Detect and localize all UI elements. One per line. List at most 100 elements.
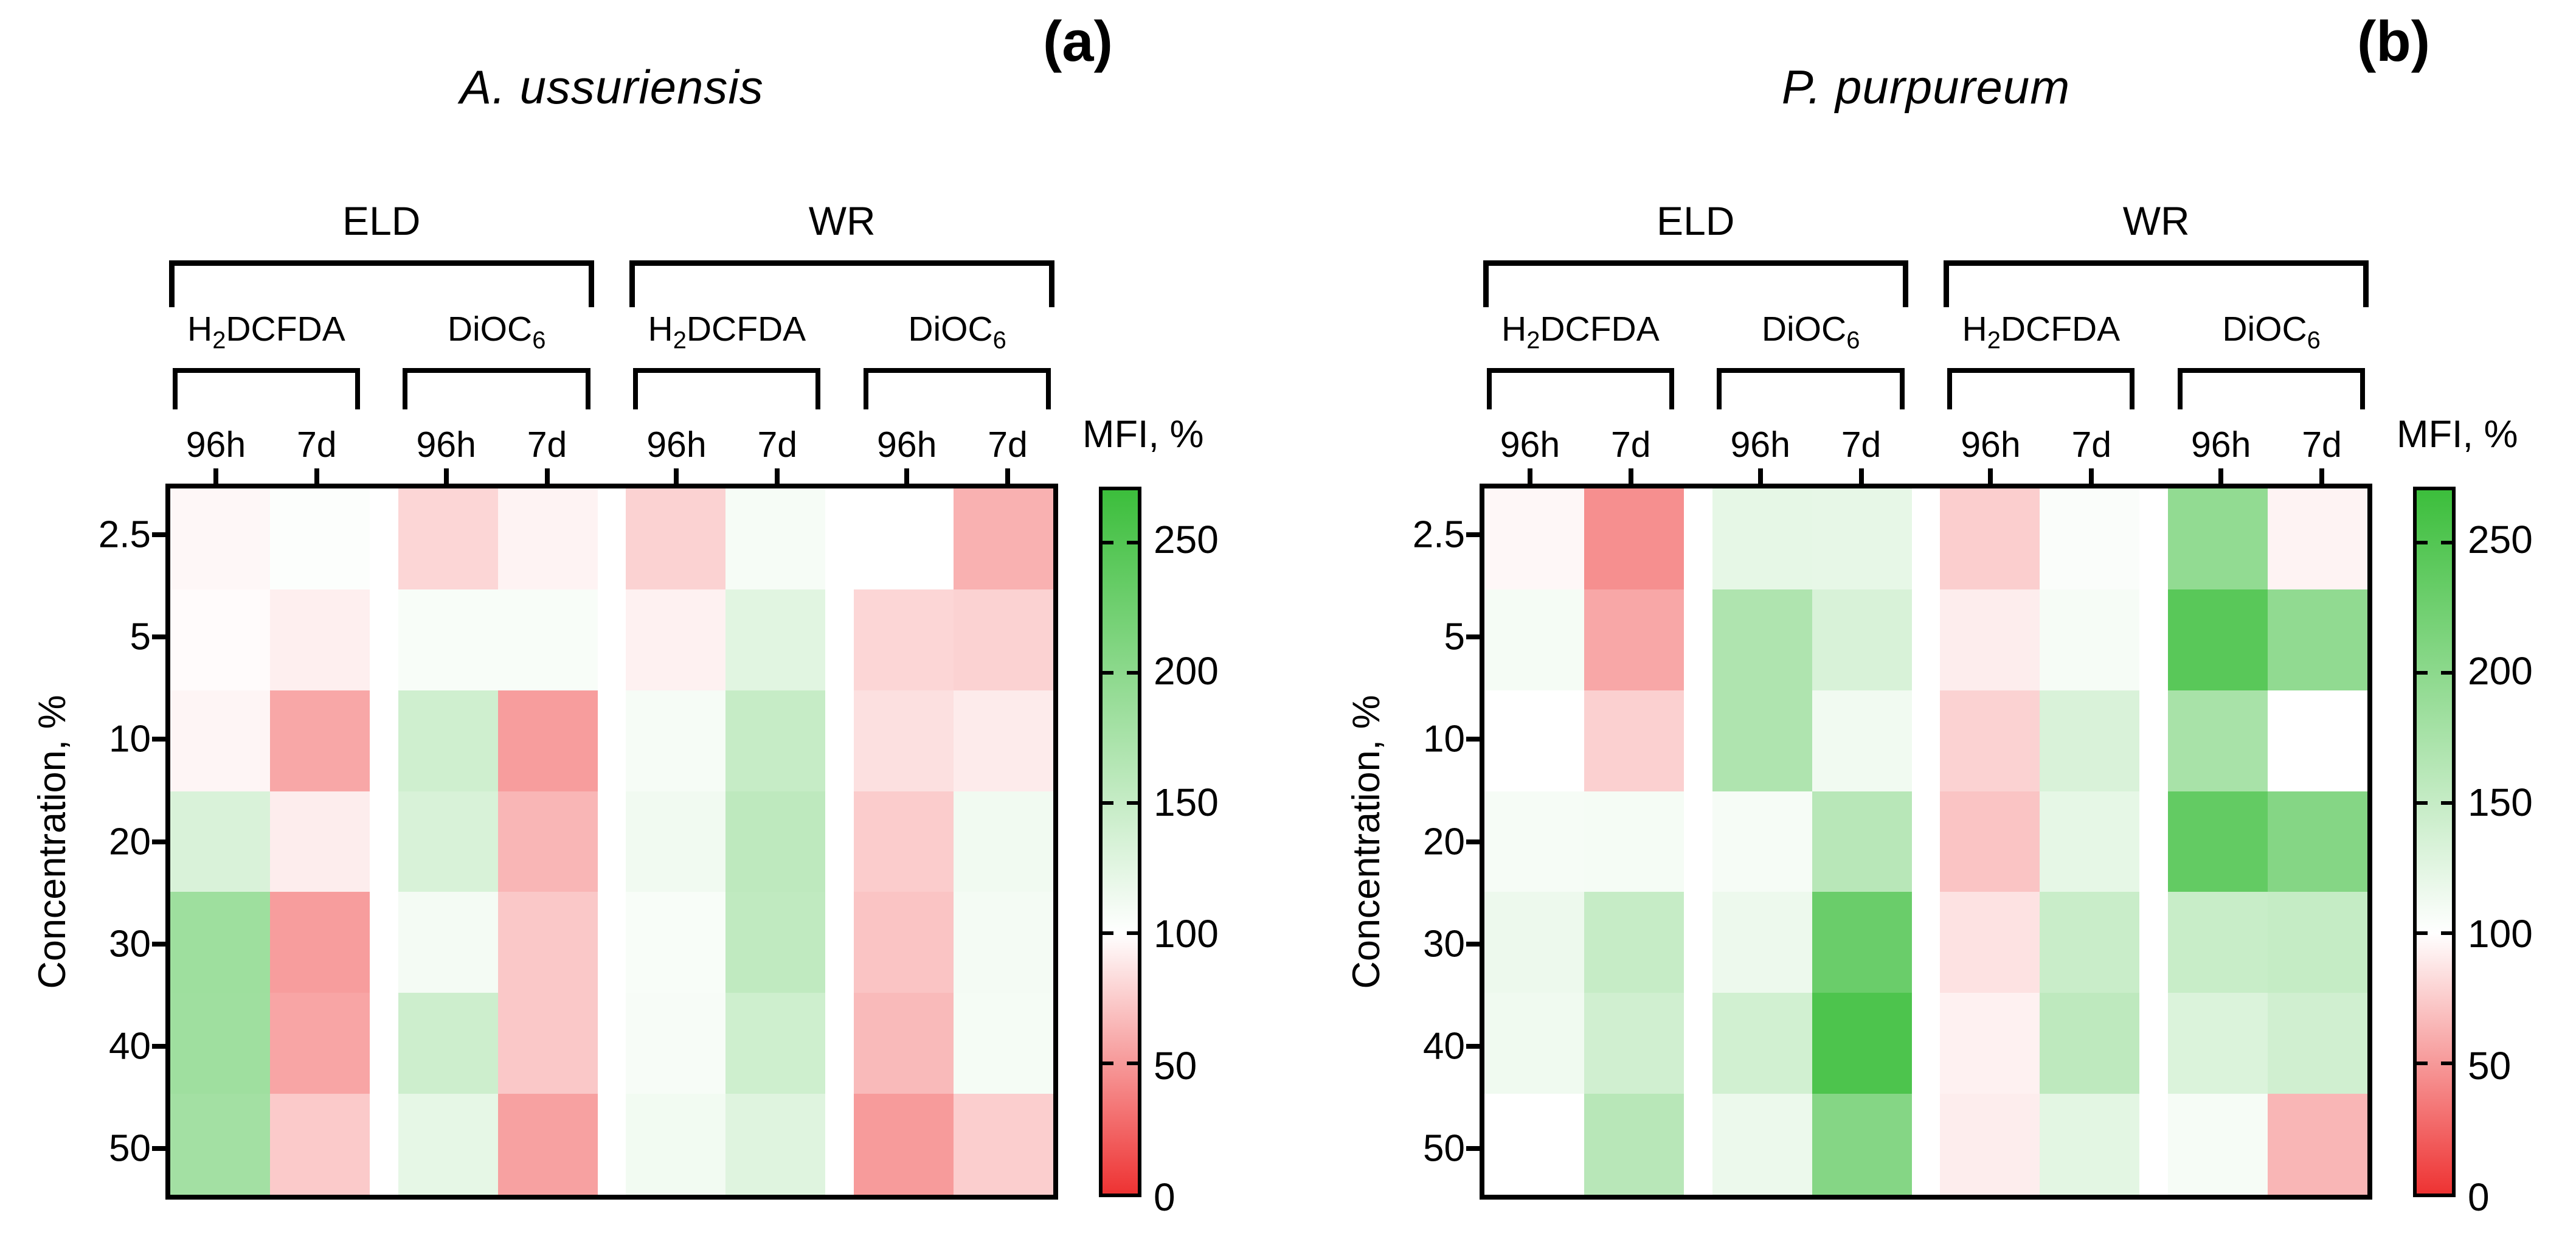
time-row: 96h 7d 96h 7d 96h 7d 96h 7d xyxy=(165,424,1058,468)
colorbar-title: MFI, % xyxy=(2397,413,2518,456)
panel-letter: (b) xyxy=(2357,9,2431,73)
heatmap-cell xyxy=(497,488,598,589)
y-tick xyxy=(1466,532,1480,538)
marker-label-h2dcfda: H2DCFDA xyxy=(1480,309,1681,352)
colorbar-tick-label: 150 xyxy=(1154,780,1219,825)
heatmap-cell xyxy=(2267,690,2367,791)
y-tick xyxy=(152,532,165,538)
marker-label-h2dcfda: H2DCFDA xyxy=(1940,309,2142,352)
colorbar-title: MFI, % xyxy=(1082,413,1204,456)
heatmap-cell xyxy=(1712,1094,1812,1195)
x-tick xyxy=(1858,468,1864,484)
time-label: 96h xyxy=(1500,425,1560,465)
heatmap-cell xyxy=(2167,993,2268,1094)
heatmap-cell xyxy=(1812,1094,1912,1195)
heatmap-cell xyxy=(2267,1094,2367,1195)
marker-text: DCFDA xyxy=(686,310,806,349)
heatmap-cell xyxy=(1940,1094,2040,1195)
time-label: 7d xyxy=(1610,425,1651,465)
colorbar-tick-label: 50 xyxy=(1154,1043,1197,1088)
time-label: 96h xyxy=(1730,425,1790,465)
heatmap-cell xyxy=(2167,488,2268,589)
heatmap-cell xyxy=(725,488,826,589)
heatmap-cell xyxy=(270,488,370,589)
colorbar-tick xyxy=(2417,931,2428,935)
x-tick xyxy=(2089,468,2094,484)
y-tick xyxy=(1466,1145,1480,1151)
colorbar-tick xyxy=(1127,670,1138,675)
heatmap-cell xyxy=(626,488,726,589)
colorbar-tick xyxy=(2441,931,2452,935)
heatmap-cell xyxy=(1940,690,2040,791)
heatmap-cell xyxy=(398,892,498,993)
heatmap-cell xyxy=(1812,589,1912,690)
time-pair-bracket xyxy=(1947,368,2135,409)
time-label: 7d xyxy=(2302,425,2342,465)
colorbar-tick xyxy=(1103,931,1113,935)
heatmap-cell xyxy=(1584,993,1684,1094)
marker-subscript: 2 xyxy=(673,327,687,354)
marker-text: DCFDA xyxy=(226,310,345,349)
heatmap-cell xyxy=(1812,993,1912,1094)
y-axis-title: Concentration, % xyxy=(1345,695,1388,989)
colorbar-tick xyxy=(1103,540,1113,544)
x-tick xyxy=(775,468,780,484)
heatmap-cell xyxy=(953,690,1053,791)
x-tick xyxy=(1757,468,1763,484)
heatmap-cell xyxy=(2040,690,2140,791)
heatmap-cell xyxy=(1712,892,1812,993)
x-tick xyxy=(1527,468,1532,484)
colorbar-tick xyxy=(2441,1061,2452,1065)
x-ticks xyxy=(1480,468,2372,484)
heatmap-cell xyxy=(398,1094,498,1195)
time-label: 7d xyxy=(527,425,567,465)
colorbar-tick xyxy=(1103,1061,1113,1065)
colorbar-tick xyxy=(1127,931,1138,935)
heatmap-cell xyxy=(725,589,826,690)
heatmap-cell xyxy=(1712,993,1812,1094)
y-tick xyxy=(1466,737,1480,742)
heatmap-cell xyxy=(1812,488,1912,589)
marker-label-dioc6: DiOC6 xyxy=(2170,309,2372,352)
heatmap-cell xyxy=(2267,993,2367,1094)
colorbar-tick-labels: 0 50 100 150 200 250 xyxy=(1154,487,1269,1219)
y-axis-title: Concentration, % xyxy=(31,695,74,989)
colorbar-tick-label: 200 xyxy=(1154,648,1219,693)
heatmap-cell xyxy=(725,993,826,1094)
marker-subscript: 6 xyxy=(1846,327,1860,354)
colorbar-tick xyxy=(2417,670,2428,675)
heatmap-cell xyxy=(2040,791,2140,892)
time-pair-bracket xyxy=(172,368,360,409)
heatmap-cell xyxy=(1584,892,1684,993)
heatmap-cell xyxy=(398,791,498,892)
x-tick xyxy=(443,468,449,484)
time-label: 96h xyxy=(185,425,246,465)
heatmap-cell xyxy=(170,589,271,690)
heatmap-cell xyxy=(270,1094,370,1195)
panel-a: A. ussuriensis (a) ELD WR H2DCFDA DiOC6 … xyxy=(0,0,1262,1258)
marker-label-dioc6: DiOC6 xyxy=(856,309,1058,352)
colorbar xyxy=(1099,487,1141,1197)
heatmap-cell xyxy=(270,690,370,791)
y-tick-label: 5 xyxy=(130,616,151,658)
heatmap-plot xyxy=(1480,484,2372,1200)
heatmap-cell xyxy=(2040,993,2140,1094)
heatmap-cell xyxy=(2167,1094,2268,1195)
heatmap-cell xyxy=(626,589,726,690)
heatmap-cell xyxy=(1484,1094,1585,1195)
heatmap-cell xyxy=(398,488,498,589)
colorbar xyxy=(2413,487,2456,1197)
marker-subscript: 6 xyxy=(532,327,546,354)
heatmap-cell xyxy=(626,690,726,791)
group-label-eld: ELD xyxy=(1657,198,1735,243)
heatmap-cell xyxy=(270,993,370,1094)
colorbar-tick-label: 0 xyxy=(2468,1175,2490,1219)
heatmap-grid xyxy=(1484,488,2367,1195)
heatmap-cell xyxy=(953,488,1053,589)
time-pair-bracket xyxy=(2177,368,2366,409)
heatmap-cell xyxy=(1940,791,2040,892)
heatmap-cell xyxy=(1812,892,1912,993)
y-tick-label: 20 xyxy=(109,821,151,863)
y-tick-label: 30 xyxy=(109,923,151,965)
